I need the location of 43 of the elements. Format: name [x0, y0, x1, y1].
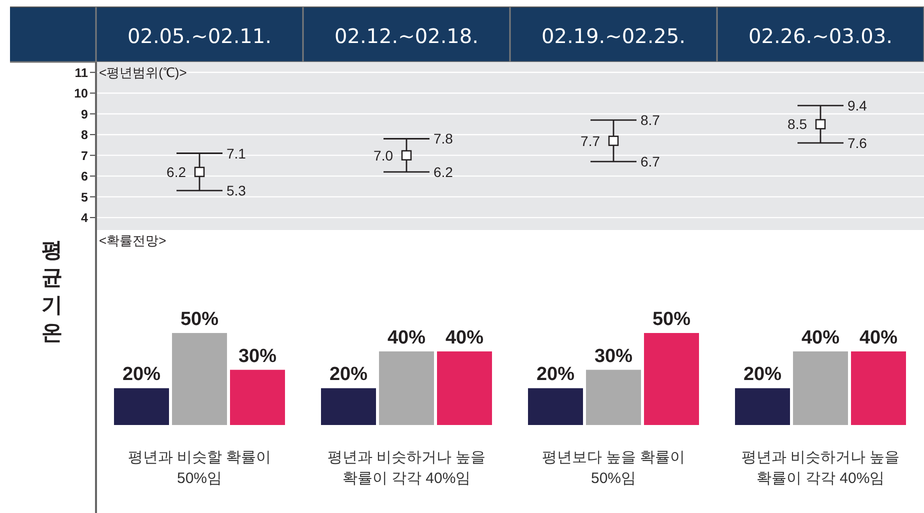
y-axis-title: 평균기온 — [42, 239, 62, 344]
data-label: 20% — [122, 364, 161, 386]
annotation: 5.3 — [226, 182, 246, 199]
data-label: 7.7 — [580, 132, 600, 149]
y-tick-label: 8 — [81, 128, 88, 142]
data-label: 20% — [329, 364, 368, 386]
y-tick-label: 7 — [81, 148, 88, 163]
text: 평년과 비슷하거나 높을 확률이 각각 40%임 — [327, 449, 486, 487]
annotation: 7.6 — [848, 134, 868, 151]
data-label: 40% — [801, 327, 840, 348]
annotation: 8.7 — [640, 112, 660, 128]
y-tick-label: 9 — [81, 107, 88, 122]
text: 평년과 비슷할 확률이 50%임 — [128, 449, 272, 487]
x-tick-label: 02.12.~02.18. — [334, 24, 478, 48]
annotation: 6.2 — [434, 164, 454, 180]
y-tick-label: 10 — [74, 86, 88, 101]
text: 평년과 비슷하거나 높을 확률이 각각 40%임 — [741, 449, 900, 487]
chart-title: <평년범위(℃)> — [99, 65, 187, 80]
y-tick-label: 6 — [81, 170, 88, 184]
data-label: 7.0 — [374, 147, 394, 164]
data-label: 8.5 — [788, 116, 808, 132]
data-label: 20% — [743, 364, 782, 386]
annotation: 9.4 — [848, 98, 868, 114]
data-label: 6.2 — [166, 164, 186, 180]
x-tick-label: 02.26.~03.03. — [748, 24, 892, 48]
data-label: 30% — [238, 346, 277, 367]
x-tick-label: 02.19.~02.25. — [542, 24, 686, 48]
y-tick-label: 5 — [81, 190, 88, 204]
y-tick-label: 4 — [81, 211, 88, 226]
annotation: 6.7 — [640, 154, 660, 170]
chart-title: <확률전망> — [99, 233, 166, 248]
data-label: 50% — [180, 309, 219, 330]
data-label: 20% — [536, 364, 575, 386]
y-tick-label: 11 — [74, 66, 88, 80]
data-label: 40% — [387, 327, 426, 348]
data-label: 40% — [859, 327, 898, 348]
data-label: 40% — [445, 327, 484, 348]
data-label: 30% — [594, 346, 633, 367]
x-tick-label: 02.05.~02.11. — [128, 24, 272, 48]
annotation: 7.8 — [434, 130, 454, 147]
annotation: 7.1 — [226, 145, 246, 162]
text: 평년보다 높을 확률이 50%임 — [542, 449, 686, 487]
data-label: 50% — [652, 309, 691, 330]
